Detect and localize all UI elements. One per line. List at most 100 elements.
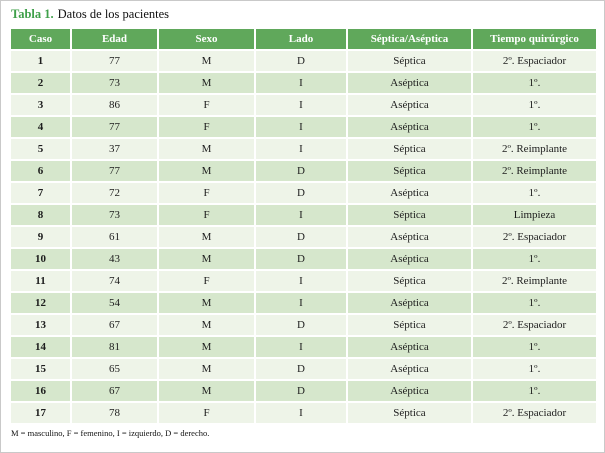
cell: Aséptica <box>346 93 473 117</box>
cell: Séptica <box>346 401 473 425</box>
cell: 2º. Espaciador <box>471 49 598 73</box>
cell: Aséptica <box>346 225 473 249</box>
table-row: 14 81 M I Aséptica 1º. <box>9 335 598 359</box>
column-header: Séptica/Aséptica <box>346 27 473 51</box>
table-row: 11 74 F I Séptica 2º. Reimplante <box>9 269 598 293</box>
cell: D <box>254 379 348 403</box>
cell: Aséptica <box>346 291 473 315</box>
cell: 73 <box>70 203 159 227</box>
cell-caso: 9 <box>9 225 72 249</box>
cell: 1º. <box>471 357 598 381</box>
table-row: 16 67 M D Aséptica 1º. <box>9 379 598 403</box>
cell-caso: 17 <box>9 401 72 425</box>
cell: I <box>254 115 348 139</box>
cell: Aséptica <box>346 181 473 205</box>
cell: 77 <box>70 49 159 73</box>
column-header: Edad <box>70 27 159 51</box>
cell: D <box>254 49 348 73</box>
cell: F <box>157 115 256 139</box>
column-header: Sexo <box>157 27 256 51</box>
cell-caso: 16 <box>9 379 72 403</box>
table-row: 13 67 M D Séptica 2º. Espaciador <box>9 313 598 337</box>
cell-caso: 14 <box>9 335 72 359</box>
cell-caso: 12 <box>9 291 72 315</box>
cell: 2º. Espaciador <box>471 401 598 425</box>
cell: 1º. <box>471 379 598 403</box>
cell: I <box>254 401 348 425</box>
cell: M <box>157 291 256 315</box>
cell: Aséptica <box>346 379 473 403</box>
cell: M <box>157 379 256 403</box>
cell: 1º. <box>471 247 598 271</box>
cell: Séptica <box>346 313 473 337</box>
cell: 1º. <box>471 335 598 359</box>
cell: M <box>157 71 256 95</box>
cell: Aséptica <box>346 71 473 95</box>
cell: M <box>157 49 256 73</box>
cell: D <box>254 313 348 337</box>
table-body: 1 77 M D Séptica 2º. Espaciador 2 73 M I Aséptica 1… <box>9 49 598 425</box>
cell: 86 <box>70 93 159 117</box>
cell: Limpieza <box>471 203 598 227</box>
cell: Aséptica <box>346 357 473 381</box>
cell-caso: 8 <box>9 203 72 227</box>
cell: 74 <box>70 269 159 293</box>
cell: D <box>254 225 348 249</box>
cell: 77 <box>70 159 159 183</box>
cell: 2º. Espaciador <box>471 225 598 249</box>
table-row: 4 77 F I Aséptica 1º. <box>9 115 598 139</box>
cell: 73 <box>70 71 159 95</box>
table-row: 8 73 F I Séptica Limpieza <box>9 203 598 227</box>
cell: Aséptica <box>346 247 473 271</box>
cell: Séptica <box>346 49 473 73</box>
table-row: 15 65 M D Aséptica 1º. <box>9 357 598 381</box>
cell: Séptica <box>346 203 473 227</box>
cell: M <box>157 357 256 381</box>
cell: M <box>157 247 256 271</box>
cell: 2º. Reimplante <box>471 159 598 183</box>
cell: Séptica <box>346 269 473 293</box>
cell-caso: 1 <box>9 49 72 73</box>
cell: 78 <box>70 401 159 425</box>
patients-table: Caso Edad Sexo Lado Séptica/Aséptica Tiempo q… <box>9 27 598 425</box>
table-caption-label: Tabla 1. <box>11 7 54 21</box>
column-header: Lado <box>254 27 348 51</box>
cell-caso: 7 <box>9 181 72 205</box>
cell: F <box>157 203 256 227</box>
cell: M <box>157 225 256 249</box>
cell: F <box>157 93 256 117</box>
cell: D <box>254 181 348 205</box>
cell: I <box>254 71 348 95</box>
table-row: 5 37 M I Séptica 2º. Reimplante <box>9 137 598 161</box>
column-header: Tiempo quirúrgico <box>471 27 598 51</box>
cell: M <box>157 159 256 183</box>
table-row: 7 72 F D Aséptica 1º. <box>9 181 598 205</box>
cell: I <box>254 335 348 359</box>
cell: Aséptica <box>346 115 473 139</box>
cell: 2º. Reimplante <box>471 137 598 161</box>
cell: M <box>157 313 256 337</box>
cell: 67 <box>70 313 159 337</box>
table-caption: Tabla 1. Datos de los pacientes <box>11 6 169 22</box>
cell: I <box>254 203 348 227</box>
cell: 1º. <box>471 181 598 205</box>
cell-caso: 2 <box>9 71 72 95</box>
cell: 65 <box>70 357 159 381</box>
cell: 77 <box>70 115 159 139</box>
cell: Aséptica <box>346 335 473 359</box>
table-header-row: Caso Edad Sexo Lado Séptica/Aséptica Tiempo q… <box>9 27 598 51</box>
cell: 54 <box>70 291 159 315</box>
table-caption-text: Datos de los pacientes <box>57 7 170 21</box>
cell: F <box>157 181 256 205</box>
cell: M <box>157 335 256 359</box>
table-row: 10 43 M D Aséptica 1º. <box>9 247 598 271</box>
cell: 2º. Reimplante <box>471 269 598 293</box>
cell: F <box>157 269 256 293</box>
cell-caso: 4 <box>9 115 72 139</box>
cell: Séptica <box>346 159 473 183</box>
cell-caso: 6 <box>9 159 72 183</box>
cell: I <box>254 137 348 161</box>
cell: D <box>254 357 348 381</box>
cell: 72 <box>70 181 159 205</box>
